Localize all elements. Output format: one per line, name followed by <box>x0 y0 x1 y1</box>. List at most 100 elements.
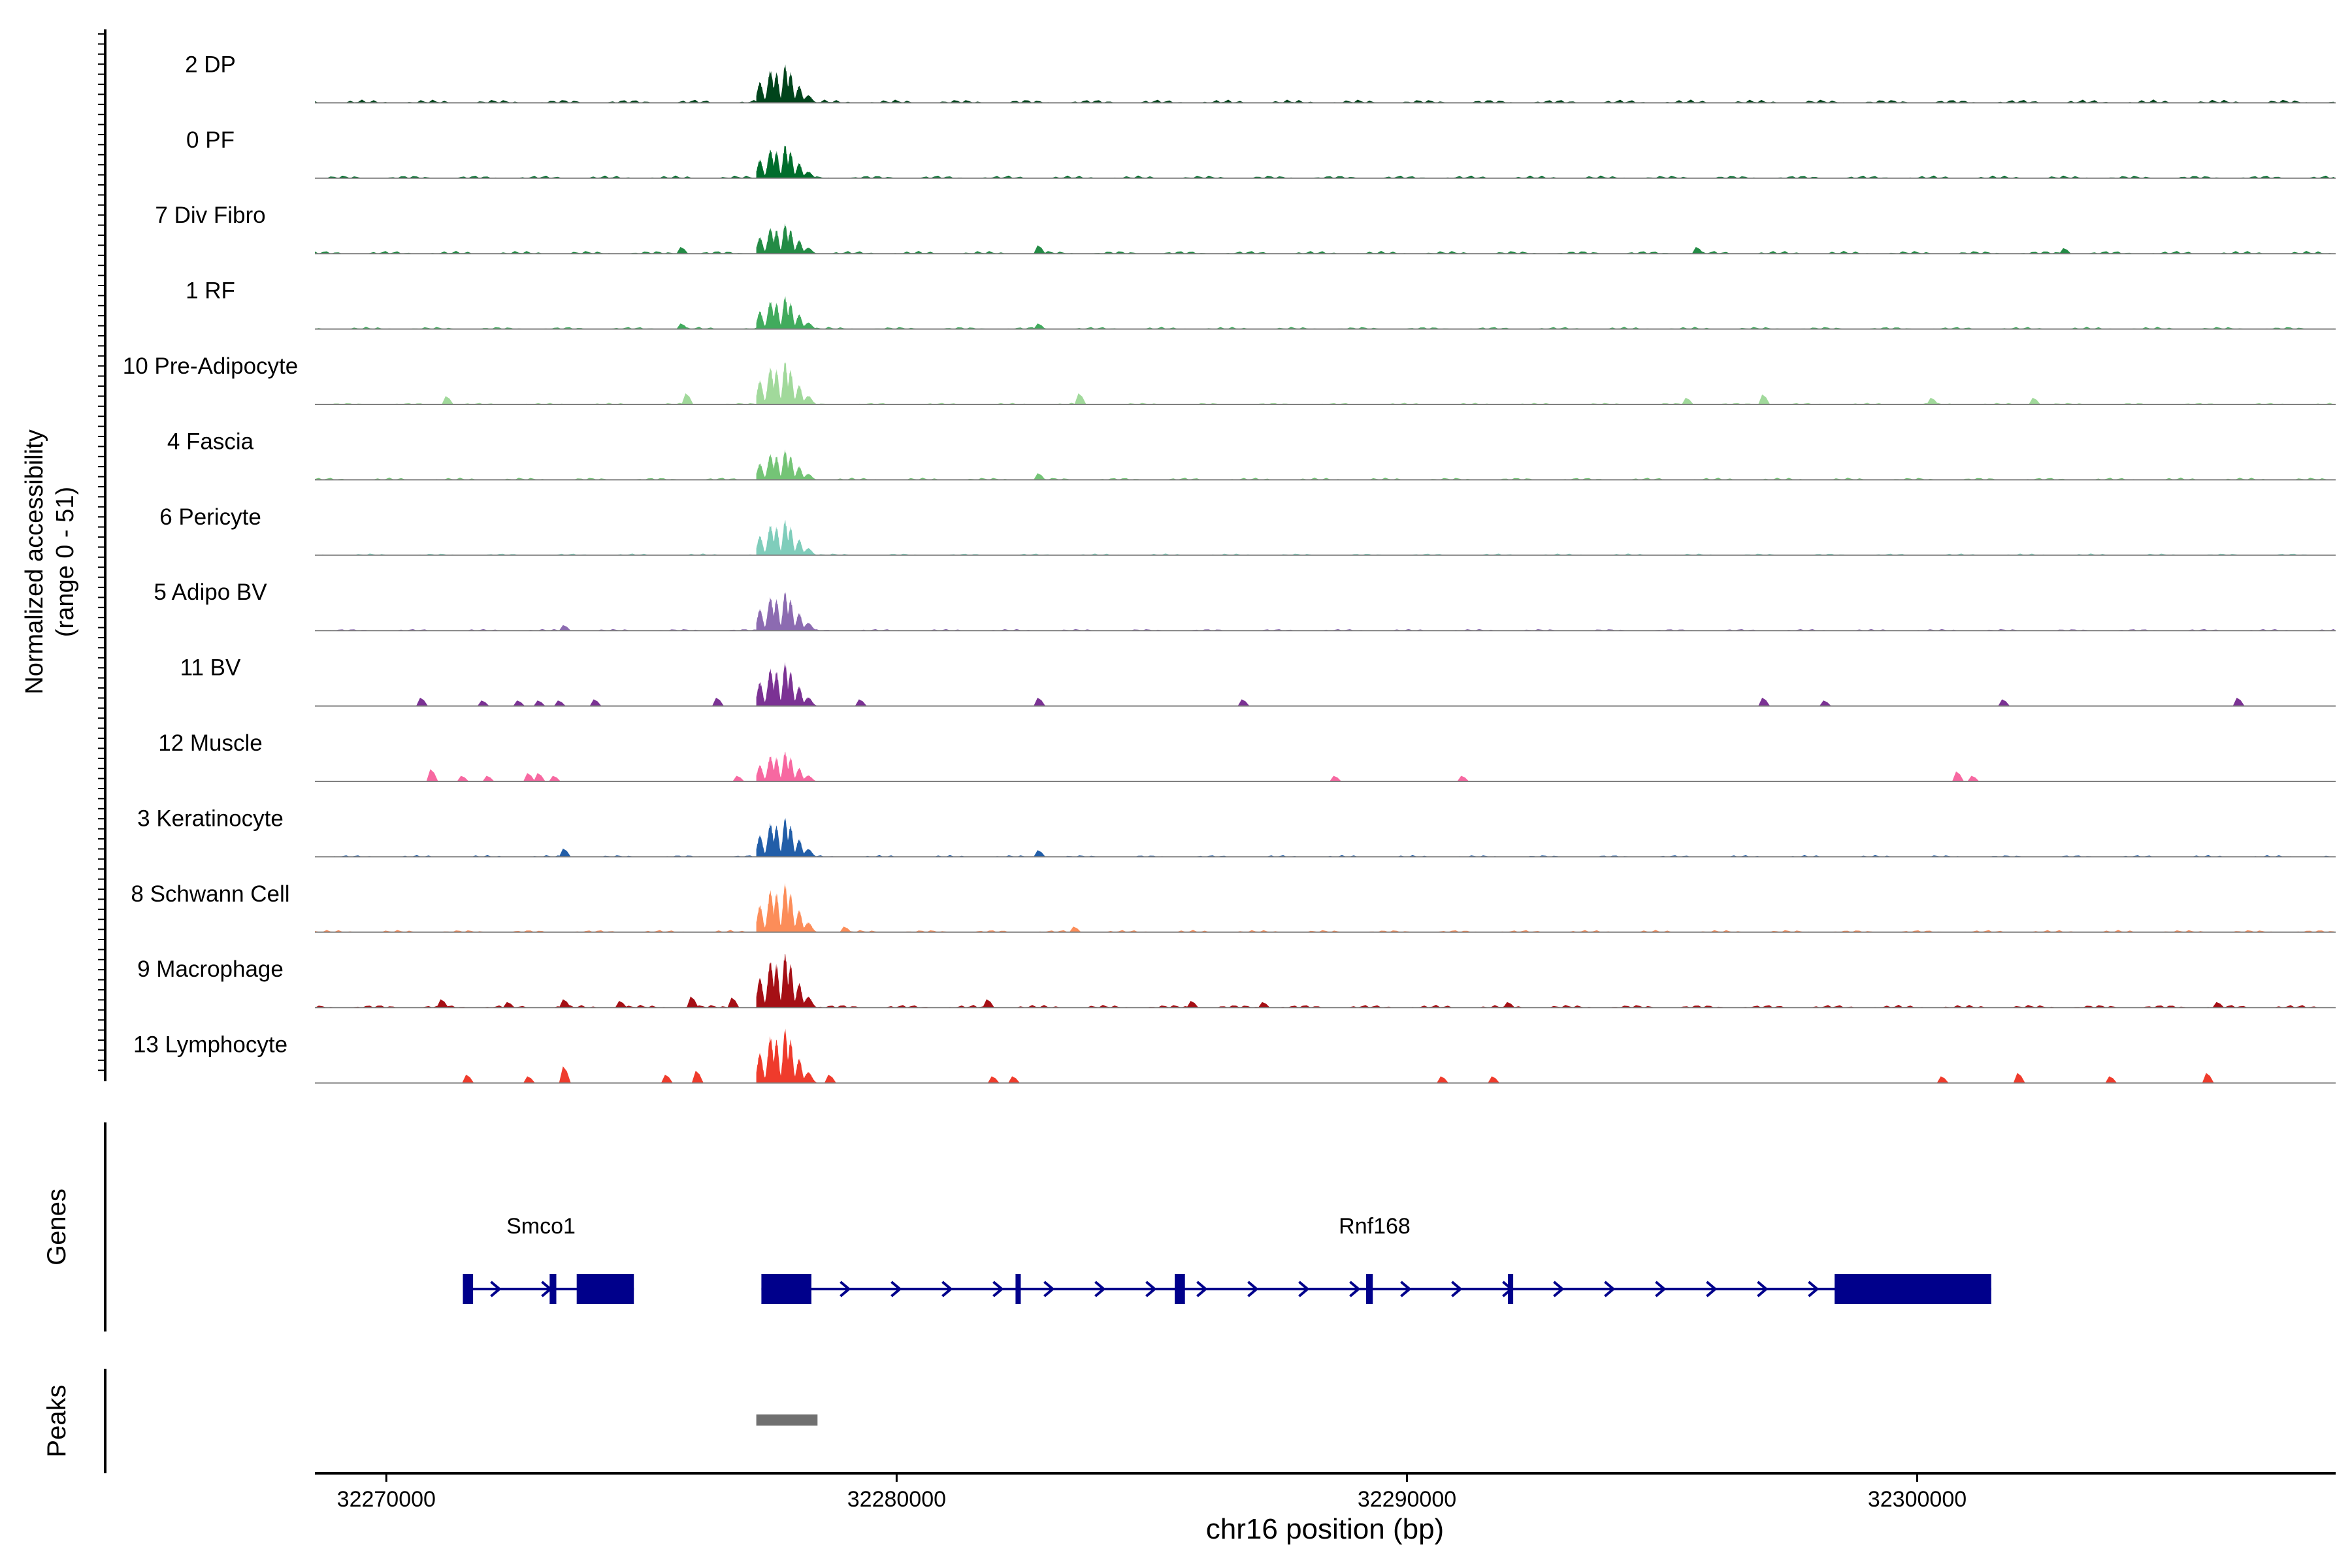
secondary-peak-signal <box>523 773 535 781</box>
secondary-peak-signal <box>559 848 571 857</box>
peak-bar <box>756 1414 818 1426</box>
strand-arrow <box>1400 1281 1412 1298</box>
track-label: 7 Div Fibro <box>155 203 265 228</box>
exon-block <box>549 1274 557 1304</box>
secondary-peak-signal <box>661 1074 673 1083</box>
x-tick-label: 32280000 <box>847 1487 946 1512</box>
track-label: 10 Pre-Adipocyte <box>123 353 298 379</box>
secondary-peak-signal <box>1034 323 1046 329</box>
genes-panel-label: Genes <box>42 1188 71 1266</box>
secondary-peak-signal <box>983 999 994 1008</box>
main-peak-signal <box>756 449 818 480</box>
secondary-peak-signal <box>559 999 571 1008</box>
track-8: 5 Adipo BV <box>154 580 2336 632</box>
track-label: 8 Schwann Cell <box>131 881 289 907</box>
main-peak-signal <box>756 362 818 404</box>
x-tick-label: 32300000 <box>1868 1487 1967 1512</box>
y-axis-range-label: (range 0 - 51) <box>52 487 79 637</box>
track-label: 12 Muscle <box>158 730 263 756</box>
main-peak-signal <box>756 64 818 103</box>
secondary-peak-signal <box>1457 776 1469 781</box>
track-label: 4 Fascia <box>167 429 254 454</box>
main-peak-signal <box>756 883 818 932</box>
secondary-peak-signal <box>2232 697 2245 706</box>
strand-arrow <box>1451 1281 1463 1298</box>
exon-block <box>1015 1274 1021 1304</box>
secondary-peak-signal <box>712 697 724 706</box>
track-label: 13 Lymphocyte <box>133 1032 287 1058</box>
track-background-signal <box>315 478 2336 480</box>
track-11: 3 Keratinocyte <box>137 806 2336 858</box>
strand-arrow <box>1247 1281 1259 1298</box>
track-background-signal <box>315 99 2336 103</box>
secondary-peak-signal <box>1758 697 1771 706</box>
secondary-peak-signal <box>676 323 689 329</box>
track-label: 5 Adipo BV <box>154 580 267 605</box>
main-peak-signal <box>756 592 818 631</box>
secondary-peak-signal <box>1069 926 1081 932</box>
secondary-peak-signal <box>2202 1073 2214 1083</box>
secondary-peak-signal <box>549 776 561 781</box>
track-background-signal <box>315 930 2336 932</box>
gene-rnf168: Rnf168 <box>761 1214 1991 1304</box>
x-axis-label: chr16 position (bp) <box>1206 1513 1444 1545</box>
track-label: 6 Pericyte <box>159 504 261 530</box>
peak-regions <box>756 1414 818 1426</box>
secondary-peak-signal <box>2212 1002 2225 1008</box>
secondary-peak-signal <box>855 699 867 706</box>
secondary-peak-signal <box>426 769 438 781</box>
secondary-peak-signal <box>824 1074 836 1083</box>
secondary-peak-signal <box>987 1076 1000 1083</box>
secondary-peak-signal <box>1819 700 1831 706</box>
genes-panel: Genes Smco1 Rnf168 <box>42 1122 1991 1331</box>
track-label: 9 Macrophage <box>137 956 284 982</box>
secondary-peak-signal <box>2059 248 2071 254</box>
strand-arrow <box>1145 1281 1157 1298</box>
main-peak-signal <box>756 223 818 254</box>
track-6: 4 Fascia <box>167 429 2336 481</box>
y-axis-minor-ticks <box>98 33 105 1071</box>
y-axis-label: Normalized accessibility <box>21 429 48 694</box>
strand-arrow <box>992 1281 1004 1298</box>
secondary-peak-signal <box>1258 1002 1270 1008</box>
secondary-peak-signal <box>533 773 546 781</box>
secondary-peak-signal <box>589 699 602 706</box>
track-3: 7 Div Fibro <box>155 203 2336 255</box>
track-1: 2 DP <box>185 52 2336 104</box>
track-label: 2 DP <box>185 52 236 77</box>
main-peak-signal <box>756 662 818 706</box>
secondary-peak-signal <box>1682 397 1694 404</box>
gene-label: Smco1 <box>506 1214 576 1239</box>
track-background-signal <box>315 175 2336 178</box>
exon-block <box>761 1274 811 1304</box>
secondary-peak-signal <box>559 1066 571 1083</box>
secondary-peak-signal <box>1952 771 1964 781</box>
strand-arrow <box>1094 1281 1106 1298</box>
x-axis: 32270000 32280000 32290000 32300000 chr16 p… <box>315 1472 2336 1545</box>
strand-arrow <box>1706 1281 1718 1298</box>
secondary-peak-signal <box>1936 1076 1949 1083</box>
secondary-peak-signal <box>676 247 689 254</box>
secondary-peak-signal <box>553 700 566 706</box>
secondary-peak-signal <box>513 700 525 706</box>
track-14: 13 Lymphocyte <box>133 1028 2336 1084</box>
secondary-peak-signal <box>1186 1001 1199 1008</box>
strand-arrow <box>1655 1281 1667 1298</box>
exon-block <box>1366 1274 1373 1304</box>
strand-arrow <box>1349 1281 1361 1298</box>
secondary-peak-signal <box>559 625 571 631</box>
secondary-peak-signal <box>615 1001 627 1008</box>
strand-arrow <box>1043 1281 1055 1298</box>
exon-block <box>1508 1274 1514 1304</box>
main-peak-signal <box>756 953 818 1008</box>
track-2: 0 PF <box>186 127 2336 179</box>
secondary-peak-signal <box>2013 1073 2025 1083</box>
secondary-peak-signal <box>482 776 495 781</box>
secondary-peak-signal <box>1034 473 1046 480</box>
secondary-peak-signal <box>1034 850 1046 857</box>
exon-block <box>1175 1274 1185 1304</box>
secondary-peak-signal <box>681 393 694 404</box>
main-peak-signal <box>756 1028 818 1083</box>
secondary-peak-signal <box>691 1070 704 1083</box>
